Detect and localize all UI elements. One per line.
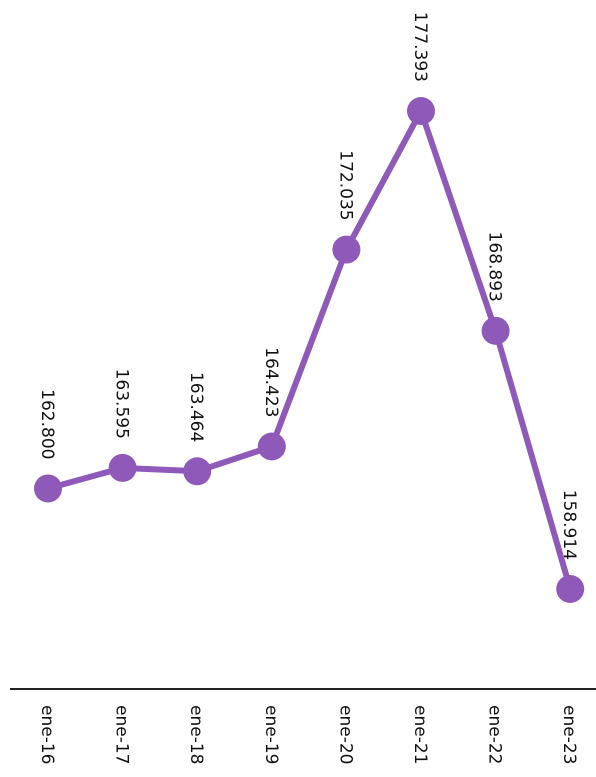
category-label-ene-18: ene-18 <box>186 705 206 764</box>
category-label-ene-22: ene-22 <box>485 705 505 764</box>
data-label-ene-16: 162.800 <box>37 389 57 459</box>
data-labels: 162.800 163.595 163.464 164.423 172.035 177.3… <box>37 12 579 560</box>
category-label-ene-17: ene-17 <box>112 705 132 764</box>
data-point-ene-22 <box>481 316 510 345</box>
data-point-ene-19 <box>257 432 286 461</box>
data-label-ene-20: 172.035 <box>335 150 355 220</box>
data-points <box>34 97 585 603</box>
category-label-ene-21: ene-21 <box>410 705 430 764</box>
category-label-ene-16: ene-16 <box>37 705 57 764</box>
data-point-ene-20 <box>332 235 361 264</box>
category-tick-labels: ene-16 ene-17 ene-18 ene-19 ene-20 ene-21 ene-… <box>37 705 579 764</box>
data-point-ene-18 <box>183 457 212 486</box>
category-label-ene-23: ene-23 <box>559 705 579 764</box>
data-point-ene-16 <box>34 474 62 503</box>
category-label-ene-19: ene-19 <box>261 705 281 764</box>
data-label-ene-21: 177.393 <box>410 12 430 82</box>
data-label-ene-18: 163.464 <box>186 372 206 442</box>
data-label-ene-19: 164.423 <box>261 347 281 417</box>
series-line <box>45 108 574 592</box>
data-point-ene-17 <box>108 453 137 482</box>
data-point-ene-21 <box>407 97 435 125</box>
data-label-ene-22: 168.893 <box>485 232 505 302</box>
category-label-ene-20: ene-20 <box>335 705 355 764</box>
data-label-ene-17: 163.595 <box>112 369 132 439</box>
data-label-ene-23: 158.914 <box>559 490 579 560</box>
data-point-ene-23 <box>556 575 585 603</box>
